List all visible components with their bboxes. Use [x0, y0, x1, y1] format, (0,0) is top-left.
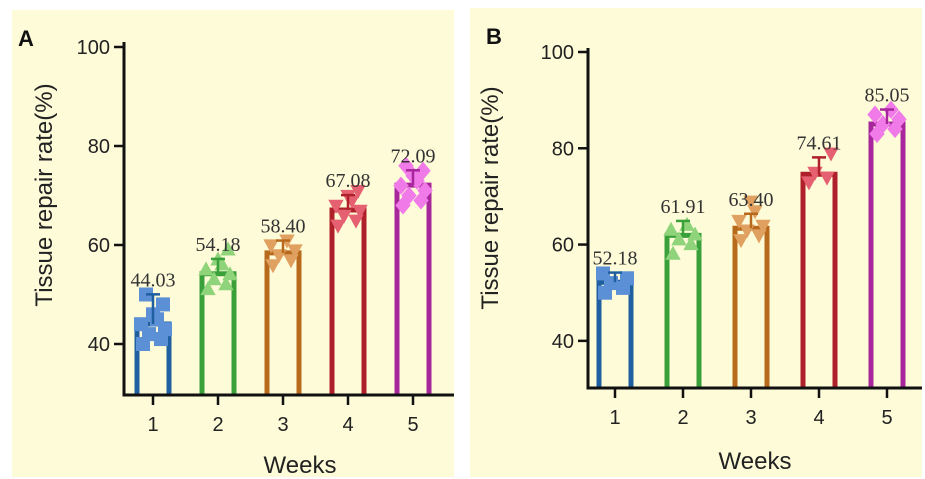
data-point [801, 176, 817, 191]
x-tick-label: 2 [212, 414, 223, 436]
data-point [671, 231, 687, 246]
x-tick-label: 1 [147, 414, 158, 436]
bar [394, 182, 432, 395]
data-point [198, 261, 214, 276]
panel-letter: A [18, 26, 34, 51]
data-point [596, 266, 610, 281]
data-point [222, 266, 238, 281]
data-label: 44.03 [131, 269, 176, 291]
x-tick-label: 5 [881, 407, 892, 429]
data-point [283, 254, 299, 269]
bar [800, 171, 838, 388]
x-tick-label: 4 [813, 407, 824, 429]
y-tick-label: 60 [88, 235, 110, 257]
panel-letter: B [486, 24, 502, 49]
bar [868, 121, 906, 388]
data-point [743, 195, 759, 210]
data-point [393, 176, 409, 195]
x-tick-label: 3 [277, 414, 288, 436]
data-point [620, 271, 634, 286]
data-point [687, 226, 703, 241]
y-tick-label: 80 [88, 136, 110, 158]
data-point [328, 199, 344, 214]
data-point [348, 214, 364, 229]
data-point [287, 244, 303, 259]
data-point [683, 236, 699, 251]
data-label: 61.91 [661, 196, 706, 218]
data-label: 72.09 [391, 145, 436, 167]
data-point [665, 245, 681, 260]
data-label: 74.61 [797, 132, 842, 154]
data-point [755, 219, 771, 234]
data-point [352, 204, 368, 219]
data-point [218, 276, 234, 291]
data-label: 85.05 [865, 85, 910, 107]
y-tick-label: 60 [552, 235, 574, 257]
y-tick-label: 40 [552, 331, 574, 353]
data-point [819, 171, 835, 186]
data-point [867, 105, 883, 124]
x-tick-label: 4 [342, 414, 353, 436]
data-point [417, 181, 433, 200]
chart-panel-b: B 52.18 61.91 63.40 74.61 85.05 40 60 80 100 1 2 3 4 5… [470, 8, 922, 477]
x-tick-label: 5 [407, 414, 418, 436]
data-point [401, 186, 417, 205]
y-tick-label: 100 [77, 37, 110, 59]
axis-line [122, 42, 454, 397]
bar [329, 207, 367, 395]
data-point [679, 216, 695, 231]
data-label: 63.40 [729, 189, 774, 211]
data-label: 54.18 [196, 234, 241, 256]
x-axis-title: Weeks [264, 452, 337, 477]
data-point [336, 209, 352, 224]
chart-a: A 44.03 54.18 58.40 67.08 72.09 40 60 80 100 1 2 3 4 5… [18, 26, 454, 477]
y-axis-title: Tissue repair rate(%) [31, 83, 58, 306]
x-tick-label: 2 [677, 407, 688, 429]
data-point [415, 161, 431, 180]
bar [732, 225, 770, 388]
x-tick-label: 3 [745, 407, 756, 429]
data-point [206, 271, 222, 286]
data-point [134, 317, 148, 332]
data-label: 58.40 [261, 216, 306, 238]
data-point [751, 229, 767, 244]
data-point [265, 259, 281, 274]
data-point [263, 239, 279, 254]
data-label: 67.08 [326, 170, 371, 192]
chart-b: B 52.18 61.91 63.40 74.61 85.05 40 60 80 100 1 2 3 4 5… [477, 24, 922, 475]
data-point [823, 147, 839, 162]
data-point [156, 297, 170, 312]
y-tick-label: 80 [552, 138, 574, 160]
y-tick-label: 40 [88, 334, 110, 356]
data-point [731, 214, 747, 229]
y-tick-label: 100 [541, 42, 574, 64]
x-axis-title: Weeks [719, 448, 792, 475]
data-point [350, 184, 366, 199]
chart-panel-a: A 44.03 54.18 58.40 67.08 72.09 40 60 80 100 1 2 3 4 5… [12, 10, 454, 477]
data-label: 52.18 [593, 248, 638, 270]
data-point [200, 281, 216, 296]
data-point [330, 219, 346, 234]
data-point [220, 241, 236, 256]
y-axis-title: Tissue repair rate(%) [477, 86, 504, 309]
data-point [733, 234, 749, 249]
axis-line [586, 48, 922, 390]
data-point [663, 221, 679, 236]
bar [264, 250, 302, 395]
x-tick-label: 1 [609, 407, 620, 429]
data-point [891, 110, 907, 129]
